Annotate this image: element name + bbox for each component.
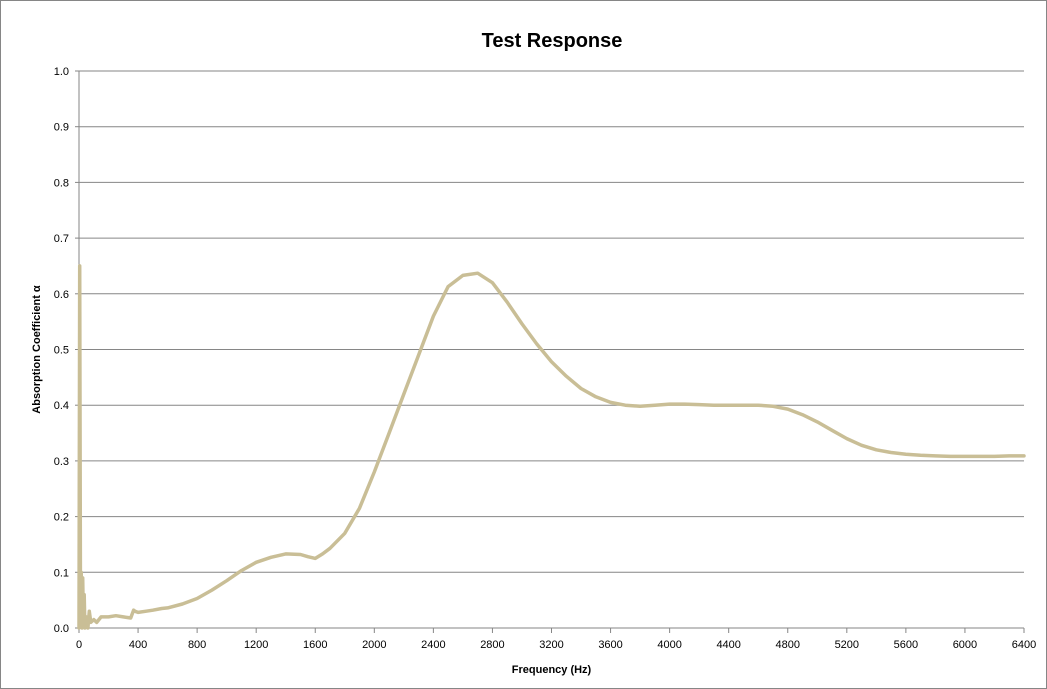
x-tick-label: 2400 xyxy=(421,639,445,651)
y-tick-label: 0.9 xyxy=(54,122,69,134)
x-tick-label: 6000 xyxy=(953,639,977,651)
x-tick-label: 0 xyxy=(76,639,82,651)
y-tick-label: 0.2 xyxy=(54,512,69,524)
x-tick-label: 3600 xyxy=(598,639,622,651)
x-tick-label: 4800 xyxy=(776,639,800,651)
y-tick-label: 0.6 xyxy=(54,289,69,301)
series-line xyxy=(77,264,1026,630)
y-tick-label: 0.8 xyxy=(54,177,69,189)
y-tick-label: 0.0 xyxy=(54,623,69,635)
x-tick-label: 1200 xyxy=(244,639,268,651)
y-tick-label: 1.0 xyxy=(54,66,69,78)
x-tick-label: 2800 xyxy=(480,639,504,651)
tick-label-layer: 0.0 0.1 0.2 0.3 0.4 0.5 0.6 0.7 0.8 0.9 1.0 0 400 800… xyxy=(54,66,1037,651)
x-tick-label: 5600 xyxy=(894,639,918,651)
x-tick-label: 3200 xyxy=(539,639,563,651)
grid-layer xyxy=(79,70,1024,573)
x-tick-label: 4000 xyxy=(657,639,681,651)
x-tick-label: 6400 xyxy=(1012,639,1036,651)
x-tick-label: 800 xyxy=(188,639,206,651)
axis-layer xyxy=(75,70,1025,633)
series-layer xyxy=(77,264,1026,630)
y-tick-label: 0.5 xyxy=(54,345,69,357)
y-tick-label: 0.7 xyxy=(54,233,69,245)
y-axis-label: Absorption Coefficient α xyxy=(31,285,43,414)
y-tick-label: 0.1 xyxy=(54,567,69,579)
chart-title: Test Response xyxy=(482,30,623,52)
x-tick-label: 5200 xyxy=(835,639,859,651)
x-tick-label: 4400 xyxy=(716,639,740,651)
x-tick-label: 1600 xyxy=(303,639,327,651)
y-tick-label: 0.3 xyxy=(54,456,69,468)
x-tick-label: 2000 xyxy=(362,639,386,651)
y-tick-label: 0.4 xyxy=(54,400,69,412)
x-tick-label: 400 xyxy=(129,639,147,651)
x-axis-label: Frequency (Hz) xyxy=(512,664,592,676)
